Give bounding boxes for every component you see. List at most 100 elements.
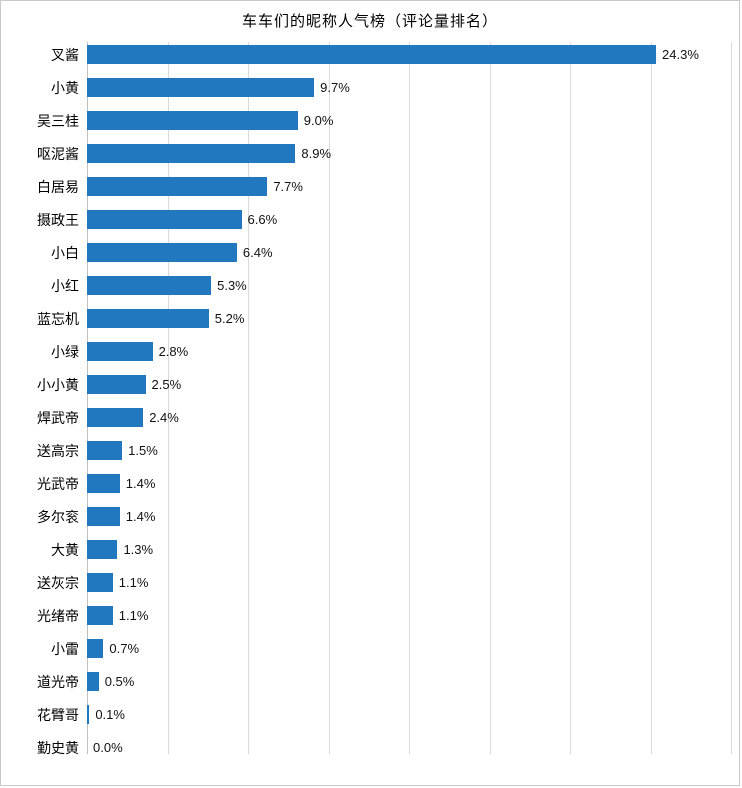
bar-row: 吴三桂 9.0% [1, 104, 739, 137]
category-label: 叉酱 [51, 46, 79, 63]
value-label: 24.3% [662, 47, 699, 62]
bar [87, 540, 118, 559]
bar [87, 672, 99, 691]
bar [87, 45, 657, 64]
category-label: 小黄 [51, 79, 79, 96]
value-label: 0.0% [93, 740, 123, 755]
bar-row: 大黄 1.3% [1, 533, 739, 566]
plot-cell: 0.5% [87, 665, 731, 698]
plot-cell: 2.8% [87, 335, 731, 368]
bar-row: 花臂哥 0.1% [1, 698, 739, 731]
plot-cell: 5.3% [87, 269, 731, 302]
bar-row: 道光帝 0.5% [1, 665, 739, 698]
plot-cell: 0.0% [87, 731, 731, 764]
bar [87, 111, 298, 130]
category-label: 花臂哥 [37, 706, 79, 723]
category-label: 焊武帝 [37, 409, 79, 426]
value-label: 5.3% [217, 278, 247, 293]
bar-row: 叉酱 24.3% [1, 38, 739, 71]
category-label: 道光帝 [37, 673, 79, 690]
category-label: 多尔衮 [37, 508, 79, 525]
category-label: 大黄 [51, 541, 79, 558]
bar-rows: 叉酱 24.3% 小黄 9.7% 吴三桂 9.0% 呕泥酱 8.9% 白居易 7.7% 摄政王 6.6… [1, 38, 739, 764]
value-label: 8.9% [301, 146, 332, 161]
bar-row: 小雷 0.7% [1, 632, 739, 665]
bar-row: 勤史黄 0.0% [1, 731, 739, 764]
category-label: 蓝忘机 [37, 310, 79, 327]
bar-row: 白居易 7.7% [1, 170, 739, 203]
bar-chart: 叉酱 24.3% 小黄 9.7% 吴三桂 9.0% 呕泥酱 8.9% 白居易 7.7% 摄政王 6.6… [1, 38, 739, 764]
value-label: 1.3% [123, 542, 154, 557]
bar [87, 441, 123, 460]
value-label: 6.4% [242, 245, 273, 260]
plot-cell: 0.1% [87, 698, 731, 731]
value-label: 2.4% [149, 410, 179, 425]
value-label: 5.2% [214, 311, 245, 326]
value-label: 1.1% [118, 575, 149, 590]
plot-cell: 0.7% [87, 632, 731, 665]
bar [87, 243, 237, 262]
category-label: 光绪帝 [37, 607, 79, 624]
category-label: 光武帝 [37, 475, 79, 492]
value-label: 0.1% [95, 707, 125, 722]
value-label: 9.0% [303, 113, 334, 128]
bar-row: 呕泥酱 8.9% [1, 137, 739, 170]
value-label: 1.1% [118, 608, 149, 623]
bar [87, 342, 153, 361]
plot-cell: 1.1% [87, 599, 731, 632]
plot-cell: 8.9% [87, 137, 731, 170]
category-label: 送高宗 [37, 442, 79, 459]
category-label: 呕泥酱 [37, 145, 79, 162]
bar [87, 78, 315, 97]
bar [87, 309, 209, 328]
category-label: 小白 [51, 244, 79, 261]
bar [87, 705, 90, 724]
bar-row: 光绪帝 1.1% [1, 599, 739, 632]
bar [87, 474, 120, 493]
category-label: 小小黄 [37, 376, 79, 393]
plot-cell: 2.4% [87, 401, 731, 434]
value-label: 7.7% [273, 179, 303, 194]
plot-cell: 1.4% [87, 500, 731, 533]
value-label: 1.4% [125, 509, 156, 524]
bar [87, 606, 113, 625]
bar [87, 375, 146, 394]
bar-row: 小红 5.3% [1, 269, 739, 302]
plot-cell: 9.7% [87, 71, 731, 104]
plot-cell: 1.3% [87, 533, 731, 566]
plot-cell: 7.7% [87, 170, 731, 203]
bar-row: 多尔衮 1.4% [1, 500, 739, 533]
category-label: 吴三桂 [37, 112, 79, 129]
plot-cell: 5.2% [87, 302, 731, 335]
value-label: 2.5% [151, 377, 182, 392]
value-label: 0.5% [104, 674, 135, 689]
value-label: 2.8% [158, 344, 189, 359]
bar-row: 送高宗 1.5% [1, 434, 739, 467]
value-label: 0.7% [109, 641, 140, 656]
plot-cell: 1.5% [87, 434, 731, 467]
bar-row: 小白 6.4% [1, 236, 739, 269]
bar-row: 蓝忘机 5.2% [1, 302, 739, 335]
category-label: 勤史黄 [37, 739, 79, 756]
plot-cell: 2.5% [87, 368, 731, 401]
bar [87, 408, 144, 427]
category-label: 小绿 [51, 343, 79, 360]
chart-title: 车车们的昵称人气榜（评论量排名） [241, 13, 498, 30]
value-label: 6.6% [247, 212, 278, 227]
category-label: 白居易 [37, 178, 79, 195]
bar [87, 573, 113, 592]
bar-row: 小黄 9.7% [1, 71, 739, 104]
bar [87, 210, 242, 229]
bar-row: 光武帝 1.4% [1, 467, 739, 500]
bar [87, 639, 104, 658]
category-label: 小雷 [51, 640, 79, 657]
bar-row: 小小黄 2.5% [1, 368, 739, 401]
plot-cell: 6.6% [87, 203, 731, 236]
plot-cell: 6.4% [87, 236, 731, 269]
plot-cell: 24.3% [87, 38, 731, 71]
bar-row: 焊武帝 2.4% [1, 401, 739, 434]
bar-row: 小绿 2.8% [1, 335, 739, 368]
bar [87, 144, 296, 163]
bar-row: 摄政王 6.6% [1, 203, 739, 236]
